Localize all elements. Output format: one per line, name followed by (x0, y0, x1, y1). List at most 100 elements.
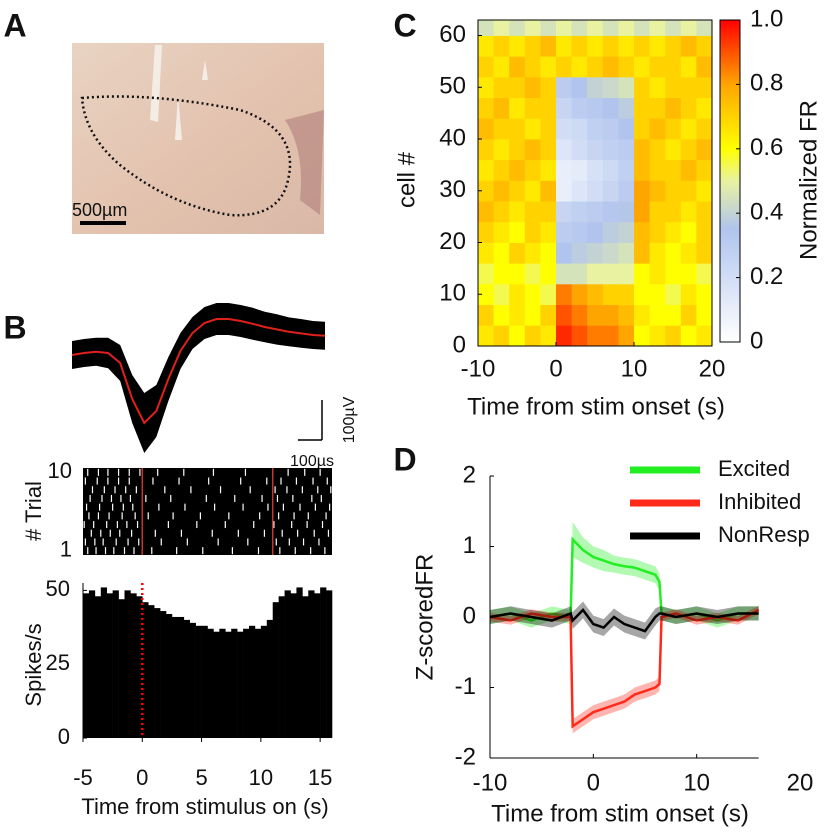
heat-cell (571, 221, 588, 243)
bar (219, 628, 226, 738)
heat-cell (556, 20, 572, 36)
x-tick-label: 10 (683, 769, 710, 796)
heat-cell (587, 159, 604, 181)
heat-cell (556, 35, 572, 57)
heat-cell (493, 97, 510, 119)
heat-cell (556, 76, 572, 99)
bar (284, 590, 291, 738)
heat-cell (478, 201, 494, 223)
heat-cell (493, 201, 510, 223)
x-tick-label: -10 (473, 769, 508, 796)
heat-cell (524, 118, 541, 140)
heat-cell (665, 283, 682, 306)
heat-cell (602, 242, 619, 264)
y-tick-label: -2 (455, 743, 476, 770)
y-tick-label: 0 (453, 331, 466, 358)
bar (326, 590, 333, 738)
heat-cell (556, 139, 572, 161)
bar (130, 593, 137, 738)
heat-cell (634, 76, 650, 99)
heat-cell (524, 325, 541, 347)
heat-cell (478, 76, 494, 99)
heat-cell (634, 56, 650, 78)
heat-cell (524, 97, 541, 119)
heat-cell (665, 97, 682, 119)
heat-cell (509, 20, 526, 36)
heat-cell (587, 221, 604, 243)
heat-cell (556, 180, 572, 202)
waveform-band (72, 303, 325, 453)
bar (278, 596, 285, 738)
heat-cell (540, 180, 557, 202)
bar (302, 596, 309, 738)
bar (112, 590, 119, 738)
heat-cell (649, 242, 666, 264)
heat-cell (571, 139, 588, 161)
heat-cell (696, 304, 713, 326)
heat-cell (602, 76, 619, 99)
panel-label: C (393, 7, 416, 43)
heat-cell (587, 118, 604, 140)
heat-cell (556, 304, 572, 326)
heat-cell (696, 180, 713, 202)
heat-cell (618, 97, 635, 119)
heat-cell (602, 20, 619, 36)
y-tick-label: 25 (46, 650, 70, 675)
heat-cell (680, 76, 697, 99)
heat-cell (493, 304, 510, 326)
bar (207, 628, 214, 738)
heat-cell (602, 56, 619, 78)
x-tick-label: -5 (73, 765, 93, 790)
bar (100, 587, 108, 738)
bar (136, 596, 143, 738)
raster-bg (83, 468, 332, 555)
heat-cell (540, 263, 557, 285)
bar (249, 625, 256, 738)
heat-cell (618, 221, 635, 243)
x-tick-label: 0 (587, 769, 600, 796)
heat-cell (478, 283, 494, 306)
heat-cell (556, 242, 572, 264)
heat-cell (634, 304, 650, 326)
heat-cell (478, 159, 494, 181)
y-axis-label: Spikes/s (21, 623, 46, 706)
heat-cell (540, 325, 557, 347)
heat-cell (509, 263, 526, 285)
bar (183, 619, 191, 738)
heat-cell (618, 139, 635, 161)
bar (148, 605, 155, 738)
heat-cell (587, 283, 604, 306)
heat-cell (602, 139, 619, 161)
heat-cell (696, 20, 713, 36)
bar (83, 593, 90, 738)
heat-cell (618, 76, 635, 99)
y-axis-label: # Trial (21, 481, 46, 541)
heat-cell (587, 20, 604, 36)
heat-cell (493, 139, 510, 161)
heat-cell (478, 221, 494, 243)
heat-cell (540, 139, 557, 161)
scale-label: 500µm (72, 200, 127, 220)
y-axis-label: cell # (393, 151, 420, 208)
y-tick-label: 1 (463, 532, 476, 559)
colorbar-tick-label: 0.4 (750, 199, 783, 226)
heat-cell (618, 56, 635, 78)
colorbar (719, 19, 741, 343)
heat-cell (649, 201, 666, 223)
bar (160, 611, 167, 738)
heat-cell (524, 180, 541, 202)
heat-cell (618, 325, 635, 347)
heat-cell (571, 97, 588, 119)
bar (254, 628, 262, 738)
heat-cell (665, 201, 682, 223)
heat-cell (696, 56, 713, 78)
colorbar-tick-label: 0.8 (750, 70, 783, 97)
heat-cell (634, 118, 650, 140)
bar (308, 590, 315, 738)
heat-cell (478, 118, 494, 140)
bar (231, 628, 238, 738)
heat-cell (478, 242, 494, 264)
bar (201, 625, 208, 738)
heat-cell (571, 283, 588, 306)
heat-cell (634, 242, 650, 264)
